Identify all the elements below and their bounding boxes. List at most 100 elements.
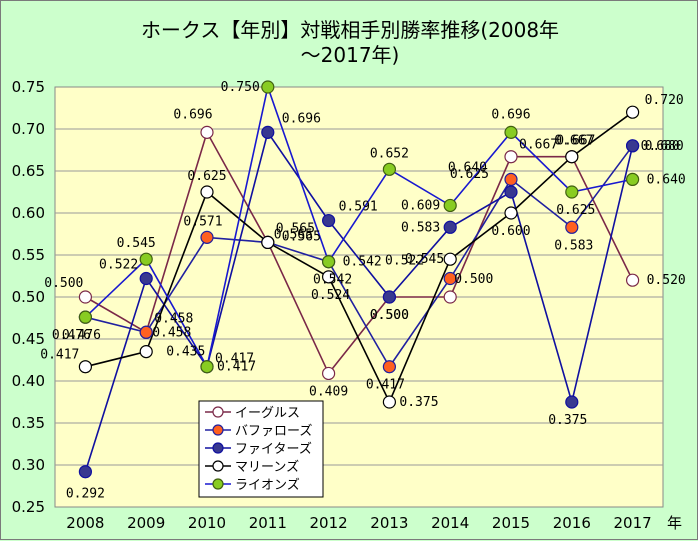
data-point <box>504 206 518 220</box>
data-point <box>261 80 275 94</box>
data-label: 0.476 <box>52 328 91 343</box>
x-tick-label: 2009 <box>127 514 165 532</box>
data-label: 0.522 <box>99 258 138 273</box>
data-point <box>565 185 579 199</box>
y-axis-ticks: 0.25 0.30 0.35 0.40 0.45 0.50 0.55 0.60 0.65 0.70… <box>12 78 45 516</box>
data-point <box>200 185 214 199</box>
data-label: 0.750 <box>221 80 260 95</box>
legend-label: ファイターズ <box>235 441 312 457</box>
data-label: 0.409 <box>309 384 348 399</box>
legend-marker <box>212 478 224 490</box>
data-label: 0.591 <box>339 200 378 215</box>
data-label: 0.696 <box>173 107 212 122</box>
data-label: 0.640 <box>647 172 686 187</box>
data-point <box>565 395 579 409</box>
data-label: 0.417 <box>40 348 79 363</box>
data-label: 0.640 <box>448 160 487 175</box>
data-label: 0.565 <box>274 227 313 242</box>
data-label: 0.476 <box>62 328 101 343</box>
data-label: 0.652 <box>370 146 409 161</box>
data-point <box>322 270 336 284</box>
data-point <box>139 252 153 266</box>
x-axis-ticks: 2008 2009 2010 2011 2012 2013 2014 2015 2016 2017 <box>66 514 651 532</box>
y-tick-label: 0.70 <box>12 120 45 138</box>
data-label: 0.583 <box>401 220 440 235</box>
data-point <box>625 172 640 186</box>
data-point <box>382 395 396 409</box>
y-tick-label: 0.40 <box>12 372 45 390</box>
data-point <box>78 290 93 304</box>
data-label: 0.500 <box>454 272 493 287</box>
data-point <box>200 360 214 374</box>
x-tick-label: 2011 <box>249 514 287 532</box>
legend-marker <box>212 406 224 418</box>
data-label: 0.458 <box>154 311 193 326</box>
data-label: 0.417 <box>366 378 405 393</box>
data-label: 0.625 <box>187 169 226 184</box>
data-label: 0.520 <box>647 273 686 288</box>
data-label: 0.292 <box>66 487 105 502</box>
series-line <box>84 130 634 375</box>
x-tick-label: 2013 <box>370 514 408 532</box>
data-point <box>78 310 93 324</box>
data-point <box>78 360 93 374</box>
y-tick-label: 0.65 <box>12 162 45 180</box>
data-label: 0.696 <box>282 111 321 126</box>
data-point <box>625 139 640 153</box>
x-tick-label: 2012 <box>310 514 348 532</box>
data-label: 0.609 <box>401 198 440 213</box>
legend-label: イーグルス <box>235 406 300 421</box>
data-label: 0.417 <box>215 352 254 367</box>
legend-label: バファローズ <box>235 423 312 439</box>
series-group <box>78 80 640 479</box>
data-label: 0.680 <box>645 139 684 154</box>
data-label: 0.458 <box>152 325 191 340</box>
data-label: 0.625 <box>556 203 595 218</box>
y-tick-label: 0.55 <box>12 246 45 264</box>
data-point <box>382 360 396 374</box>
data-labels: 0.500 0.458 0.696 0.565 0.409 0.500 0.500 0.667… <box>40 80 685 502</box>
chart-title-line1: ホークス【年別】対戦相手別勝率推移(2008年 <box>141 18 559 42</box>
data-point <box>443 290 457 304</box>
y-tick-label: 0.35 <box>12 414 45 432</box>
data-label: 0.571 <box>183 214 222 229</box>
y-tick-label: 0.25 <box>12 498 45 516</box>
data-label: 0.500 <box>370 308 409 323</box>
data-point <box>565 220 579 234</box>
y-tick-label: 0.50 <box>12 288 45 306</box>
data-label: 0.545 <box>405 252 444 267</box>
series-line <box>84 84 633 369</box>
series-line <box>85 145 634 369</box>
x-tick-label: 2010 <box>188 514 226 532</box>
data-point <box>443 220 457 234</box>
x-tick-label: 2016 <box>553 514 591 532</box>
x-axis-unit: 年 <box>667 514 682 532</box>
data-label: 0.667 <box>556 134 595 149</box>
data-label: 0.545 <box>117 236 156 251</box>
legend-marker <box>212 442 224 454</box>
data-label: 0.500 <box>370 308 409 323</box>
data-label: 0.542 <box>313 273 352 288</box>
data-point <box>504 185 518 199</box>
data-point <box>625 105 640 119</box>
data-point <box>443 198 457 213</box>
chart-title-line2: ～2017年) <box>301 43 400 67</box>
data-point <box>504 172 518 186</box>
data-point <box>200 125 214 139</box>
data-label: 0.625 <box>450 167 489 182</box>
y-tick-label: 0.75 <box>12 78 45 96</box>
data-point <box>443 252 457 266</box>
data-point <box>261 235 275 249</box>
data-point <box>504 125 518 139</box>
data-label: 0.565 <box>276 221 315 236</box>
data-point <box>322 255 336 269</box>
data-point <box>200 230 214 244</box>
legend-marker <box>212 460 224 472</box>
data-label: 0.435 <box>166 345 205 360</box>
data-label: 0.667 <box>519 138 558 153</box>
data-label: 0.680 <box>641 139 680 154</box>
data-label: 0.375 <box>548 413 587 428</box>
data-label: 0.696 <box>491 107 530 122</box>
